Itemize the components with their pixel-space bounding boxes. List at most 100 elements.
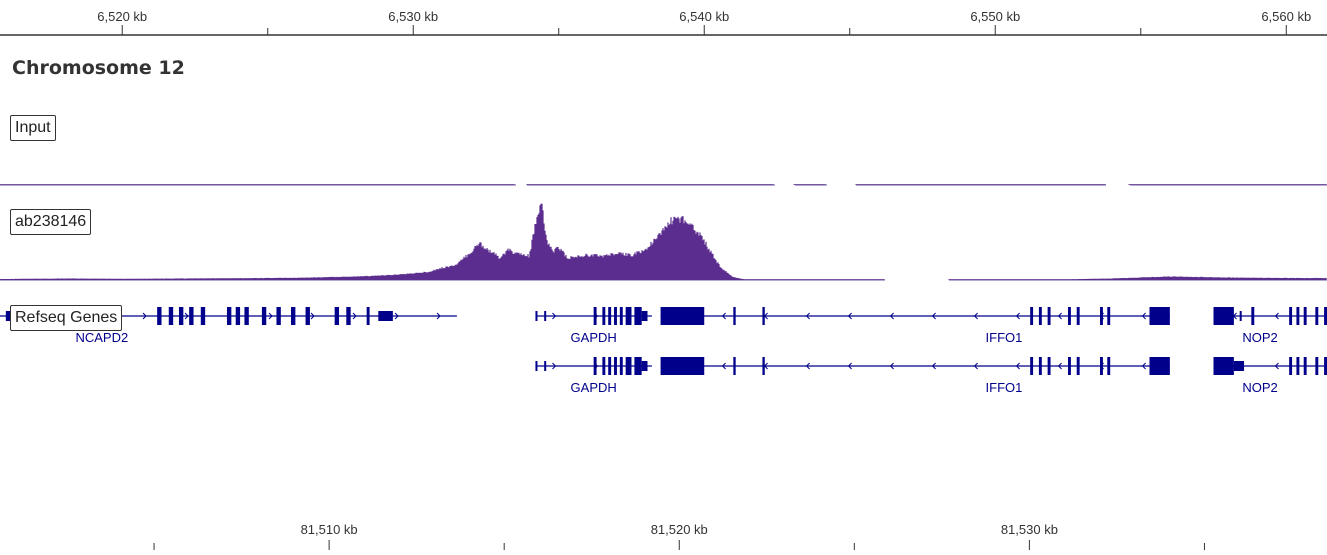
gene-strand-arrow bbox=[1141, 362, 1146, 370]
gene-exon bbox=[291, 307, 296, 325]
top-ruler-tick-label: 6,540 kb bbox=[679, 9, 729, 24]
gene-exon bbox=[189, 307, 194, 325]
gene-exon bbox=[1038, 307, 1042, 325]
gene-exon bbox=[625, 357, 632, 375]
gene-exon bbox=[1107, 307, 1111, 325]
gene-exon bbox=[1149, 357, 1170, 375]
gene-gapdh-row2: GAPDH bbox=[535, 357, 652, 395]
gene-strand-arrow bbox=[1057, 362, 1062, 370]
gene-exon bbox=[235, 307, 241, 325]
gene-label: GAPDH bbox=[571, 380, 617, 395]
gene-exon bbox=[1068, 357, 1071, 375]
gene-exon bbox=[1289, 307, 1293, 325]
gene-strand-arrow bbox=[1057, 312, 1062, 320]
gene-exon bbox=[625, 307, 632, 325]
gene-exon bbox=[1047, 357, 1051, 375]
gene-label: NOP2 bbox=[1242, 330, 1277, 345]
ab238146-signal-area bbox=[0, 203, 1327, 280]
gene-nop2-row2: NOP2 bbox=[1213, 357, 1327, 395]
gene-exon bbox=[346, 307, 351, 325]
gene-strand-arrow bbox=[142, 312, 147, 320]
gene-exon bbox=[634, 307, 642, 325]
gene-exon bbox=[1107, 357, 1111, 375]
gene-exon bbox=[1324, 307, 1327, 325]
gene-label: IFFO1 bbox=[986, 380, 1023, 395]
gene-strand-arrow bbox=[1141, 312, 1146, 320]
gene-exon bbox=[660, 307, 705, 325]
input-signal-track bbox=[0, 184, 1327, 186]
gene-exon bbox=[641, 361, 648, 371]
gene-exon bbox=[619, 307, 623, 325]
input-track-label[interactable]: Input bbox=[10, 115, 56, 141]
gene-strand-arrow bbox=[973, 312, 978, 320]
gene-exon bbox=[276, 307, 281, 325]
gene-exon bbox=[1030, 357, 1034, 375]
gene-exon bbox=[305, 307, 310, 325]
top-ruler-tick-label: 6,560 kb bbox=[1261, 9, 1311, 24]
gene-strand-arrow bbox=[805, 362, 810, 370]
gene-exon bbox=[1030, 307, 1034, 325]
bottom-coordinate-ruler: 81,510 kb 81,520 kb 81,530 kb bbox=[153, 522, 1205, 550]
bottom-ruler-tick-label: 81,530 kb bbox=[1001, 522, 1058, 537]
gene-nop2-row1: NOP2 bbox=[1213, 307, 1327, 345]
gene-strand-arrow bbox=[436, 312, 441, 320]
gene-strand-arrow bbox=[1274, 362, 1279, 370]
gene-exon bbox=[593, 357, 597, 375]
gene-strand-arrow bbox=[931, 312, 936, 320]
gene-iffo1-row2: IFFO1 bbox=[660, 357, 1170, 395]
gene-strand-arrow bbox=[847, 362, 852, 370]
gene-exon bbox=[200, 307, 206, 325]
gene-exon bbox=[334, 307, 340, 325]
gene-gapdh-row1: GAPDH bbox=[535, 307, 652, 345]
gene-iffo1-row1: IFFO1 bbox=[660, 307, 1170, 345]
gene-exon bbox=[1324, 357, 1327, 375]
gene-exon bbox=[5, 311, 12, 321]
gene-exon bbox=[762, 357, 765, 375]
gene-exon bbox=[1076, 357, 1080, 375]
input-signal-area bbox=[0, 184, 1327, 185]
gene-exon bbox=[544, 361, 547, 371]
gene-exon bbox=[1303, 307, 1307, 325]
gene-exon bbox=[1047, 307, 1051, 325]
gene-exon bbox=[1233, 361, 1245, 371]
gene-exon bbox=[619, 357, 623, 375]
gene-label: GAPDH bbox=[571, 330, 617, 345]
gene-strand-arrow bbox=[394, 312, 399, 320]
gene-strand-arrow bbox=[310, 312, 315, 320]
gene-exon bbox=[261, 307, 267, 325]
gene-strand-arrow bbox=[184, 312, 189, 320]
gene-exon bbox=[544, 311, 547, 321]
gene-strand-arrow bbox=[552, 362, 557, 370]
refseq-genes-track-label[interactable]: Refseq Genes bbox=[10, 305, 123, 331]
gene-label: NOP2 bbox=[1242, 380, 1277, 395]
gene-exon bbox=[1213, 357, 1234, 375]
bottom-ruler-tick-label: 81,520 kb bbox=[651, 522, 708, 537]
gene-exon bbox=[1149, 307, 1170, 325]
gene-exon bbox=[1076, 307, 1080, 325]
gene-exon bbox=[1100, 307, 1103, 325]
gene-strand-arrow bbox=[889, 312, 894, 320]
gene-exon bbox=[535, 311, 538, 321]
gene-exon bbox=[1296, 307, 1300, 325]
ab238146-track-label[interactable]: ab238146 bbox=[10, 209, 92, 235]
gene-strand-arrow bbox=[1015, 362, 1020, 370]
gene-exon bbox=[593, 307, 597, 325]
gene-exon bbox=[614, 357, 617, 375]
chromosome-title: Chromosome 12 bbox=[12, 57, 185, 79]
gene-exon bbox=[1213, 307, 1234, 325]
gene-exon bbox=[244, 307, 249, 325]
gene-exon bbox=[608, 357, 612, 375]
gene-strand-arrow bbox=[721, 312, 726, 320]
gene-strand-arrow bbox=[889, 362, 894, 370]
gene-strand-arrow bbox=[805, 312, 810, 320]
gene-strand-arrow bbox=[268, 312, 273, 320]
gene-strand-arrow bbox=[1015, 312, 1020, 320]
gene-exon bbox=[733, 307, 736, 325]
gene-exon bbox=[660, 357, 705, 375]
gene-exon bbox=[1068, 307, 1071, 325]
ab238146-signal-track bbox=[0, 203, 1327, 281]
gene-label: IFFO1 bbox=[986, 330, 1023, 345]
refseq-genes-track: NCAPD2 GAPDH IFFO1 NOP2 GAPDH IFFO1 NOP2 bbox=[0, 307, 1327, 395]
